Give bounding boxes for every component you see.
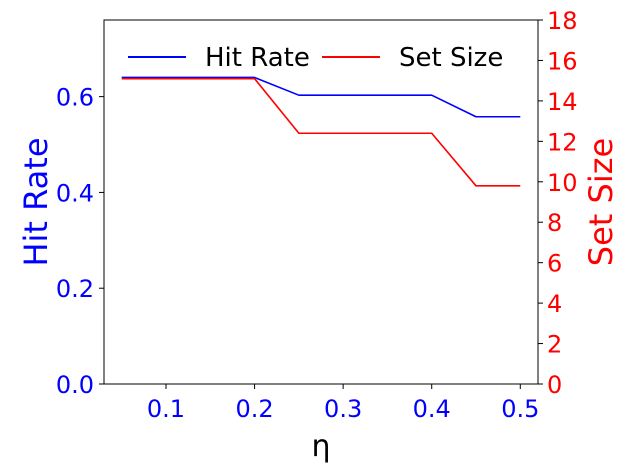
x-axis-label: η xyxy=(311,429,330,464)
series-line-hit-rate xyxy=(121,76,521,118)
y-right-axis: 0 2 4 6 8 10 12 14 16 18 xyxy=(538,7,578,399)
series-layer xyxy=(121,76,521,187)
y-right-tick-label: 18 xyxy=(547,7,578,35)
series-line-set-size xyxy=(121,77,521,187)
y-right-tick-label: 12 xyxy=(547,128,578,156)
y-left-axis-label: Hit Rate xyxy=(17,137,55,266)
y-right-tick-label: 4 xyxy=(547,290,562,318)
y-right-tick-label: 16 xyxy=(547,47,578,75)
x-axis: 0.1 0.2 0.3 0.4 0.5 xyxy=(147,384,539,423)
x-tick-label: 0.4 xyxy=(413,395,451,423)
y-left-axis: 0.0 0.2 0.4 0.6 xyxy=(56,84,104,399)
y-left-tick-label: 0.0 xyxy=(56,371,94,399)
x-tick-label: 0.5 xyxy=(501,395,539,423)
y-right-axis-label: Set Size xyxy=(582,138,620,266)
legend-label-set-size: Set Size xyxy=(399,43,503,73)
legend-label-hit-rate: Hit Rate xyxy=(205,43,310,73)
y-right-tick-label: 10 xyxy=(547,169,578,197)
legend: Hit Rate Set Size xyxy=(128,43,503,73)
x-tick-label: 0.1 xyxy=(147,395,185,423)
y-right-tick-label: 8 xyxy=(547,209,562,237)
y-left-tick-label: 0.4 xyxy=(56,179,94,207)
y-right-tick-label: 2 xyxy=(547,331,562,359)
y-right-tick-label: 0 xyxy=(547,371,562,399)
y-left-tick-label: 0.2 xyxy=(56,275,94,303)
y-right-tick-label: 14 xyxy=(547,88,578,116)
x-tick-label: 0.2 xyxy=(235,395,273,423)
x-tick-label: 0.3 xyxy=(324,395,362,423)
y-right-tick-label: 6 xyxy=(547,250,562,278)
plot-frame xyxy=(103,19,539,385)
y-left-tick-label: 0.6 xyxy=(56,84,94,112)
